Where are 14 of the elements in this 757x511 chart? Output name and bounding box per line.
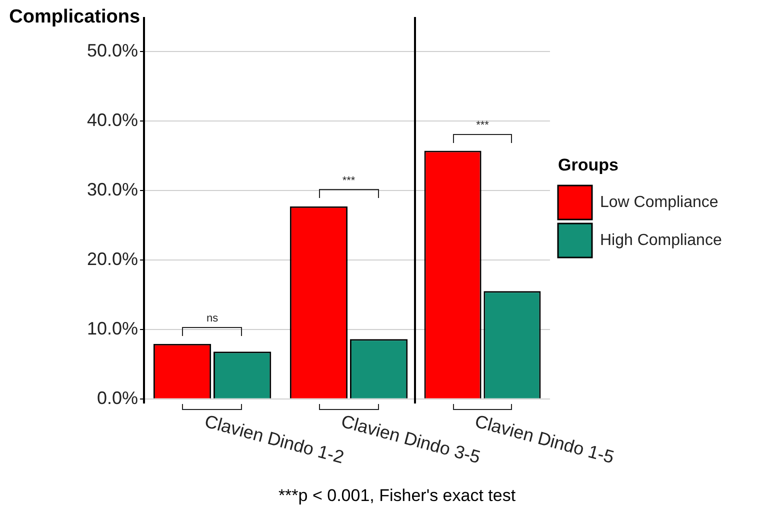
annotation: ***: [476, 119, 490, 132]
legend-title: Groups: [558, 156, 618, 175]
y-tick-label: 30.0%: [86, 179, 138, 200]
y-tick-label: 0.0%: [97, 388, 138, 408]
y-tick-label: 20.0%: [86, 248, 138, 269]
text: ***p < 0.001, Fisher's exact test: [278, 486, 516, 506]
legend-label: Low Compliance: [600, 194, 718, 211]
annotation: ***: [342, 174, 356, 187]
legend-label: High Compliance: [600, 232, 722, 249]
y-axis-title: Complications: [9, 6, 140, 28]
y-tick-label: 50.0%: [86, 40, 138, 60]
annotation: ns: [206, 312, 219, 324]
y-tick-label: 10.0%: [86, 318, 138, 338]
y-tick-label: 40.0%: [86, 110, 138, 130]
